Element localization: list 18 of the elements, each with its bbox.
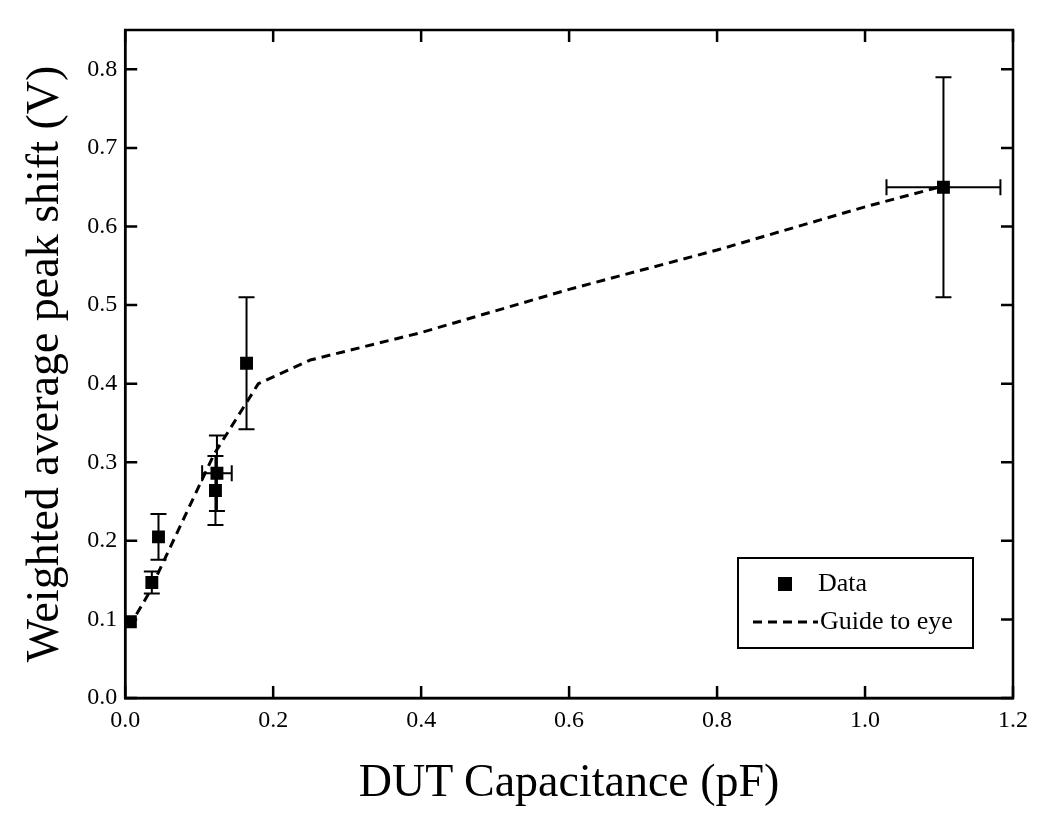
y-tick-label: 0.1 <box>87 604 118 631</box>
y-tick-label: 0.8 <box>87 54 118 81</box>
y-tick-label: 0.2 <box>87 526 118 553</box>
y-axis-title: Weighted average peak shift (V) <box>16 65 68 663</box>
y-tick-label: 0.4 <box>87 368 118 395</box>
x-tick-label: 0.8 <box>702 705 733 732</box>
x-axis-title: DUT Capacitance (pF) <box>358 755 780 807</box>
y-tick-label: 0.3 <box>87 447 118 474</box>
legend-label: Guide to eye <box>820 605 953 635</box>
x-tick-label: 0.4 <box>406 705 437 732</box>
y-tick-label: 0.5 <box>87 290 118 317</box>
legend-label: Data <box>818 567 868 597</box>
x-tick-label: 1.2 <box>998 705 1028 732</box>
x-tick-label: 0.6 <box>554 705 585 732</box>
x-tick-label: 1.0 <box>850 705 881 732</box>
y-tick-label: 0.6 <box>87 211 118 238</box>
x-tick-label: 0.2 <box>258 705 289 732</box>
y-tick-label: 0.7 <box>87 133 118 160</box>
